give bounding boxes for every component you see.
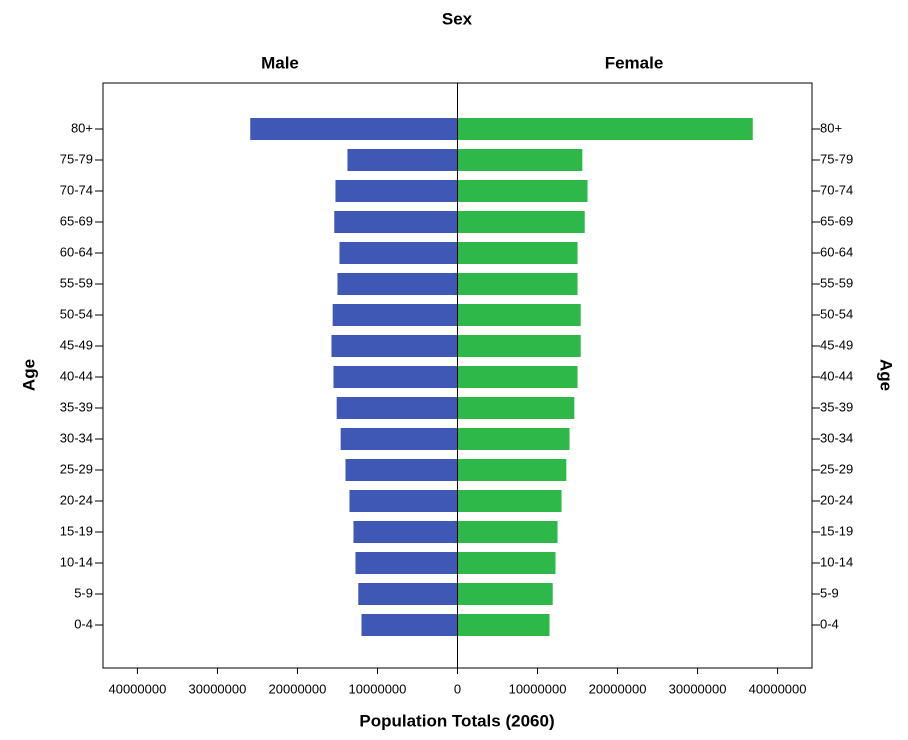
- bar: [457, 180, 588, 202]
- bar: [333, 366, 458, 388]
- x-tick-label: 40000000: [108, 681, 166, 696]
- bar: [457, 583, 553, 605]
- y-tick-label: 0-4: [74, 616, 93, 631]
- x-tick-label: 20000000: [589, 681, 647, 696]
- bar: [457, 366, 578, 388]
- y-tick-label: 15-19: [60, 523, 93, 538]
- bar: [355, 552, 458, 574]
- y-tick-label: 15-19: [820, 523, 853, 538]
- y-axis-label: Age: [877, 359, 896, 391]
- y-tick-label: 80+: [71, 120, 93, 135]
- panel-label: Male: [261, 53, 299, 72]
- bar: [331, 335, 458, 357]
- y-tick-label: 50-54: [60, 306, 93, 321]
- bar: [349, 490, 458, 512]
- y-tick-label: 20-24: [820, 492, 853, 507]
- x-tick-label: 30000000: [669, 681, 727, 696]
- x-tick-label: 10000000: [509, 681, 567, 696]
- bar: [336, 397, 458, 419]
- y-tick-label: 40-44: [60, 368, 93, 383]
- y-tick-label: 35-39: [60, 399, 93, 414]
- y-tick-label: 55-59: [60, 275, 93, 290]
- y-tick-label: 0-4: [820, 616, 839, 631]
- y-tick-label: 75-79: [60, 151, 93, 166]
- y-tick-label: 45-49: [820, 337, 853, 352]
- x-tick-label: 40000000: [749, 681, 807, 696]
- y-tick-label: 5-9: [74, 585, 93, 600]
- y-tick-label: 25-29: [820, 461, 853, 476]
- bar: [457, 211, 585, 233]
- bar: [332, 304, 458, 326]
- x-tick-label: 10000000: [349, 681, 407, 696]
- y-tick-label: 30-34: [60, 430, 93, 445]
- y-tick-label: 80+: [820, 120, 842, 135]
- bar: [340, 428, 458, 450]
- bar: [457, 459, 567, 481]
- y-tick-label: 65-69: [60, 213, 93, 228]
- bar: [337, 273, 458, 295]
- bar: [334, 211, 458, 233]
- bar: [457, 490, 562, 512]
- y-tick-label: 65-69: [820, 213, 853, 228]
- bar: [335, 180, 458, 202]
- y-tick-label: 45-49: [60, 337, 93, 352]
- y-tick-label: 35-39: [820, 399, 853, 414]
- y-axis-label: Age: [19, 359, 38, 391]
- bar: [347, 149, 458, 171]
- y-tick-label: 10-14: [60, 554, 93, 569]
- bar: [457, 428, 570, 450]
- y-tick-label: 5-9: [820, 585, 839, 600]
- bar: [339, 242, 458, 264]
- bar: [457, 242, 578, 264]
- y-tick-label: 70-74: [60, 182, 93, 197]
- y-tick-label: 30-34: [820, 430, 853, 445]
- y-tick-label: 40-44: [820, 368, 853, 383]
- y-tick-label: 55-59: [820, 275, 853, 290]
- x-tick-label: 0: [454, 681, 461, 696]
- bar: [457, 521, 558, 543]
- bar: [353, 521, 458, 543]
- panel-label: Female: [605, 53, 664, 72]
- x-tick-label: 30000000: [189, 681, 247, 696]
- bar: [457, 397, 575, 419]
- y-tick-label: 60-64: [820, 244, 853, 259]
- y-tick-label: 10-14: [820, 554, 853, 569]
- y-tick-label: 25-29: [60, 461, 93, 476]
- y-tick-label: 70-74: [820, 182, 853, 197]
- y-tick-label: 50-54: [820, 306, 853, 321]
- y-tick-label: 75-79: [820, 151, 853, 166]
- bar: [457, 614, 550, 636]
- bar: [457, 304, 581, 326]
- chart-title: Sex: [442, 9, 473, 28]
- x-axis-label: Population Totals (2060): [359, 711, 554, 730]
- bar: [457, 149, 583, 171]
- bar: [358, 583, 458, 605]
- y-tick-label: 20-24: [60, 492, 93, 507]
- bar: [457, 335, 581, 357]
- x-tick-label: 20000000: [269, 681, 327, 696]
- bar: [457, 118, 753, 140]
- y-tick-label: 60-64: [60, 244, 93, 259]
- bar: [457, 273, 578, 295]
- bar: [250, 118, 458, 140]
- bar: [345, 459, 458, 481]
- bar: [361, 614, 458, 636]
- bar: [457, 552, 556, 574]
